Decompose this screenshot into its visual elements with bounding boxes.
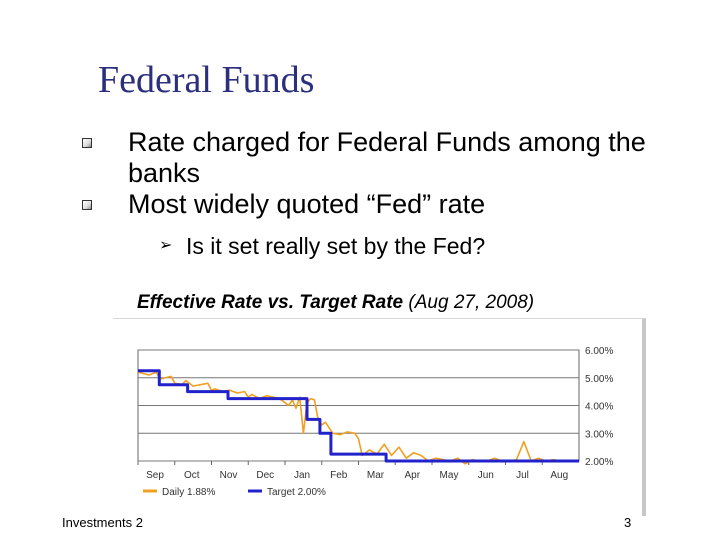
x-tick-label: Dec [256,470,274,481]
legend-label: Target 2.00% [267,487,326,498]
x-tick-label: May [440,470,459,481]
chart-frame: 6.00% 5.00% 4.00% 3.00% 2.00% Sep Oct Nov Dec Jan… [113,318,646,516]
bullet-item: Rate charged for Federal Funds among the… [82,127,702,189]
x-tick-label: Nov [220,470,238,481]
arrow-bullet-icon: ➢ [159,237,173,254]
x-tick-label: Sep [146,470,164,481]
checkbox-bullet-icon [82,200,92,210]
y-tick-label: 2.00% [585,457,613,468]
sub-bullet-item: ➢ Is it set really set by the Fed? [159,232,702,260]
x-tick-label: Jan [294,470,310,481]
y-tick-label: 4.00% [585,402,613,413]
x-tick-label: Mar [367,470,385,481]
series-line-target [138,369,579,463]
x-tick-label: Jun [478,470,494,481]
bullet-text: Rate charged for Federal Funds among the… [128,127,646,188]
footer-page-number: 3 [624,515,632,530]
footer-course: Investments 2 [62,515,143,530]
y-tick-label: 5.00% [585,374,613,385]
bullet-item: Most widely quoted “Fed” rate [82,189,702,220]
y-tick-label: 6.00% [585,346,613,357]
bullet-list: Rate charged for Federal Funds among the… [82,127,702,260]
x-tick-label: Jul [516,470,529,481]
x-tick-label: Oct [184,470,200,481]
x-tick-label: Apr [404,470,420,481]
sub-bullet-text: Is it set really set by the Fed? [186,233,486,259]
chart-caption-date: (Aug 27, 2008) [403,292,535,313]
x-tick-label: Feb [330,470,348,481]
y-tick-label: 3.00% [585,429,613,440]
checkbox-bullet-icon [82,138,92,148]
slide-title: Federal Funds [98,59,315,101]
fed-funds-chart: 6.00% 5.00% 4.00% 3.00% 2.00% Sep Oct Nov Dec Jan… [137,346,613,498]
chart-caption: Effective Rate vs. Target Rate (Aug 27, … [137,292,534,314]
legend-label: Daily 1.88% [162,487,215,498]
chart-caption-bold: Effective Rate vs. Target Rate [137,292,404,313]
bullet-text: Most widely quoted “Fed” rate [128,189,486,219]
x-tick-label: Aug [550,470,568,481]
